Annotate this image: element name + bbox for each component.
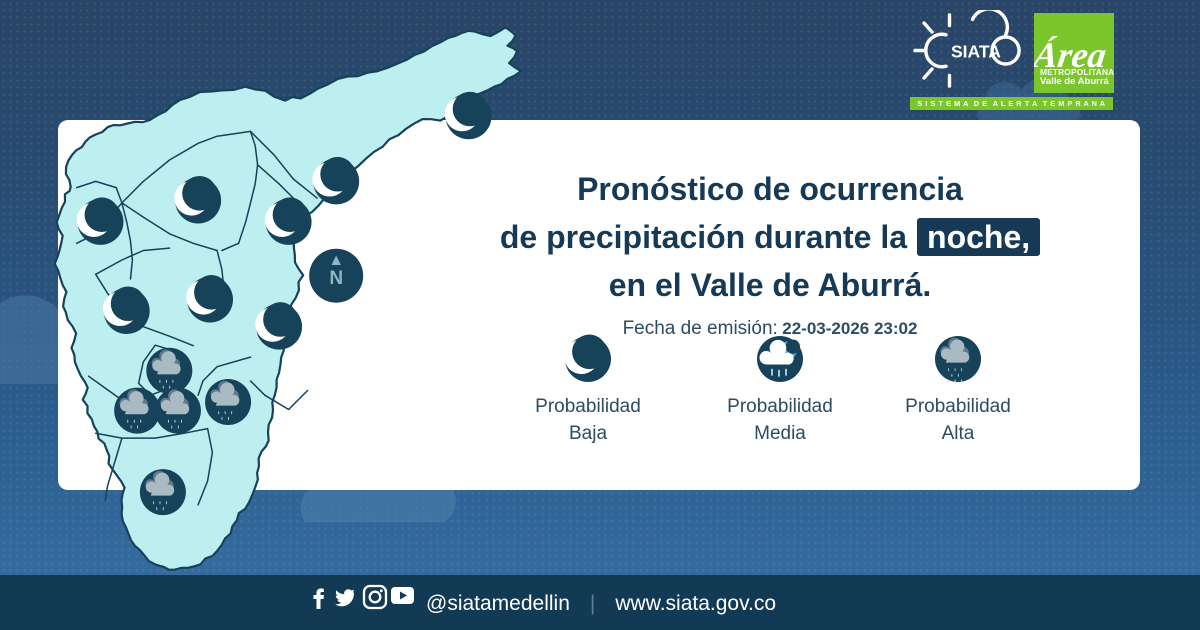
svg-text:SIATA: SIATA (951, 42, 1001, 62)
svg-text:N: N (329, 268, 343, 289)
